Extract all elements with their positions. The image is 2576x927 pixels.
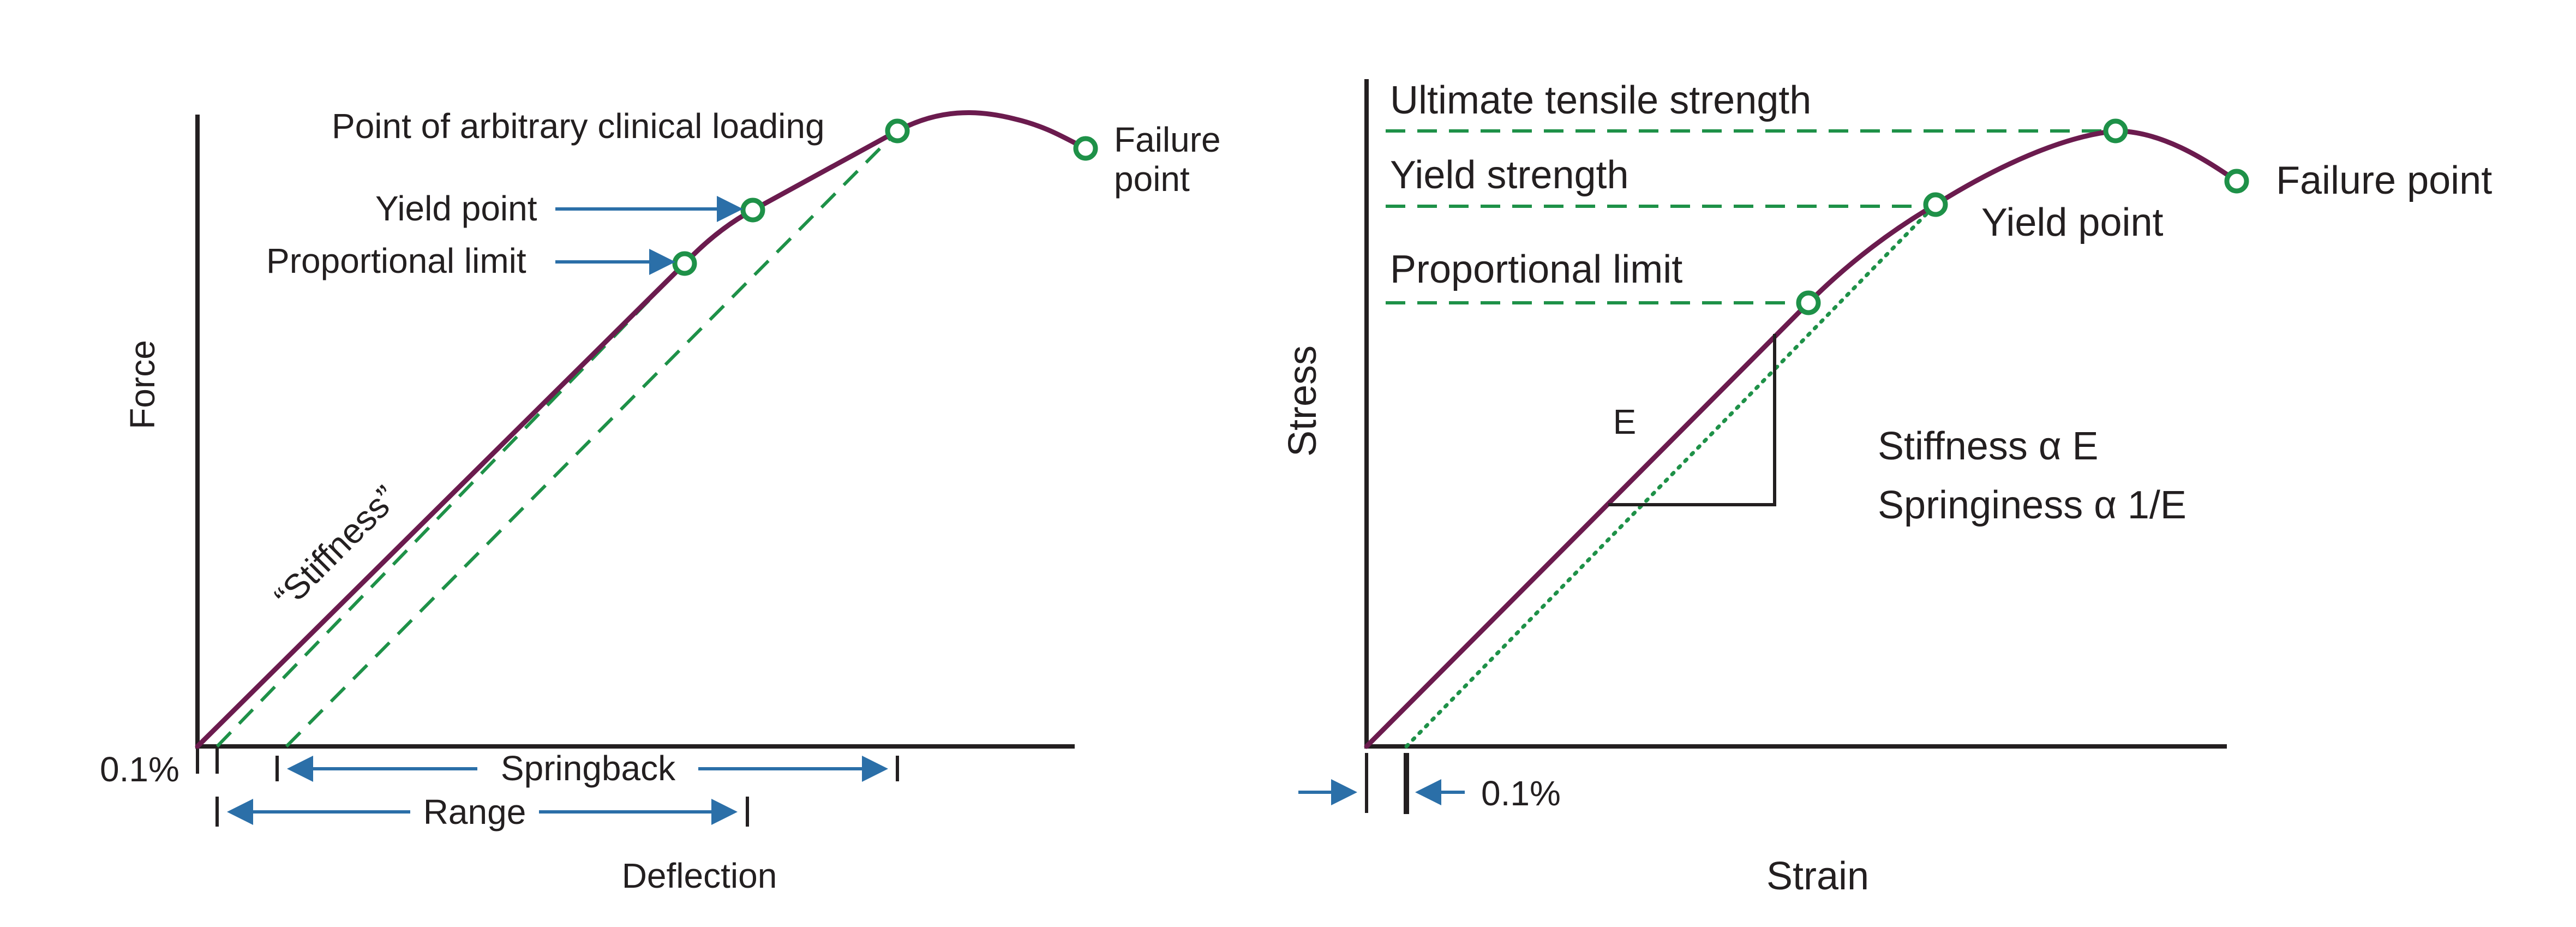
yield-strength-label: Yield strength: [1390, 153, 1629, 197]
uts-marker: [2103, 118, 2128, 143]
stiffness-label: “Stiffness”: [267, 478, 405, 617]
range-label: Range: [423, 792, 526, 832]
proportional-limit-marker-right: [1796, 290, 1821, 315]
offset-label-right: 0.1%: [1481, 774, 1561, 813]
clinical-loading-marker: [885, 118, 910, 143]
failure-label-line1: Failure: [1114, 120, 1221, 159]
yield-point-marker-right: [1923, 192, 1948, 217]
modulus-label: E: [1613, 402, 1637, 441]
proportional-limit-label: Proportional limit: [266, 241, 526, 280]
proportional-unload-line: [215, 262, 686, 748]
offset-dotted-line: [1404, 202, 1938, 749]
springiness-relation-label: Springiness α 1/E: [1878, 483, 2186, 527]
force-axis-label: Force: [123, 340, 162, 429]
proportional-limit-label-right: Proportional limit: [1390, 248, 1682, 291]
uts-label: Ultimate tensile strength: [1390, 79, 1811, 122]
deflection-axis-label: Deflection: [622, 856, 777, 895]
modulus-triangle: [1608, 334, 1776, 506]
failure-label-line2: point: [1114, 159, 1190, 199]
strain-axis-label: Strain: [1766, 854, 1869, 898]
force-deflection-curve: [195, 110, 1088, 749]
yield-point-marker: [740, 198, 765, 223]
force-deflection-diagram: Point of arbitrary clinical loading Fail…: [100, 106, 1221, 895]
clinical-loading-label: Point of arbitrary clinical loading: [332, 106, 825, 146]
proportional-limit-marker: [672, 251, 697, 276]
stress-axis-label: Stress: [1281, 345, 1325, 457]
failure-point-marker-right: [2224, 169, 2249, 194]
offset-label-left: 0.1%: [100, 750, 179, 789]
springback-label: Springback: [501, 749, 676, 788]
stress-strain-diagram: E Ultimate tensile strength Yield streng…: [1281, 79, 2492, 898]
yield-point-label: Yield point: [375, 189, 537, 228]
stiffness-relation-label: Stiffness α E: [1878, 424, 2098, 468]
yield-point-label-right: Yield point: [1981, 201, 2164, 244]
failure-point-label-right: Failure point: [2276, 159, 2492, 202]
failure-point-marker: [1073, 136, 1098, 161]
stress-strain-curve: [1364, 128, 2239, 749]
clinical-unload-line: [285, 129, 899, 748]
